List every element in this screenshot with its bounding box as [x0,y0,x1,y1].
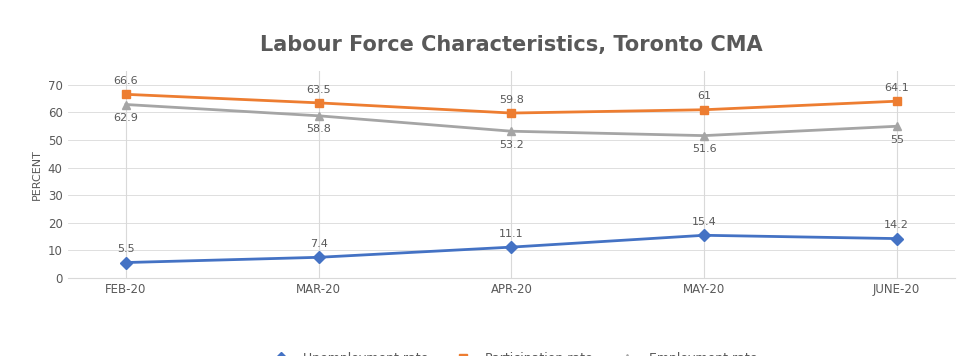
Text: 53.2: 53.2 [499,140,524,150]
Text: 5.5: 5.5 [117,244,134,254]
Participation rate [891,99,903,103]
Text: 64.1: 64.1 [884,83,909,93]
Text: 63.5: 63.5 [307,84,331,95]
Title: Labour Force Characteristics, Toronto CMA: Labour Force Characteristics, Toronto CM… [0,355,1,356]
Participation rate [120,92,131,96]
Employment rate [313,114,324,118]
Text: 15.4: 15.4 [692,217,717,227]
Text: Labour Force Characteristics, Toronto CMA: Labour Force Characteristics, Toronto CM… [260,35,763,55]
Unemployment rate [698,233,710,237]
Text: 51.6: 51.6 [692,144,716,154]
Text: 59.8: 59.8 [499,95,524,105]
Unemployment rate [891,236,903,241]
Text: 58.8: 58.8 [306,124,331,134]
Text: 66.6: 66.6 [114,76,138,86]
Participation rate [506,111,517,115]
Line: Employment rate: Employment rate [122,100,901,140]
Text: 7.4: 7.4 [310,239,327,249]
Text: 11.1: 11.1 [499,229,524,239]
Text: 62.9: 62.9 [114,113,138,123]
Text: 14.2: 14.2 [884,220,909,230]
Y-axis label: PERCENT: PERCENT [32,149,42,200]
Employment rate [891,124,903,129]
Participation rate [313,101,324,105]
Line: Unemployment rate: Unemployment rate [122,231,901,267]
Unemployment rate [313,255,324,260]
Employment rate [120,103,131,107]
Unemployment rate [506,245,517,249]
Line: Participation rate: Participation rate [122,90,901,117]
Unemployment rate [120,260,131,265]
Participation rate [698,108,710,112]
Text: 61: 61 [697,91,711,101]
Employment rate [506,129,517,134]
Employment rate [698,134,710,138]
Text: 55: 55 [889,135,904,145]
Legend: Unemployment rate, Participation rate, Employment rate: Unemployment rate, Participation rate, E… [259,346,764,356]
